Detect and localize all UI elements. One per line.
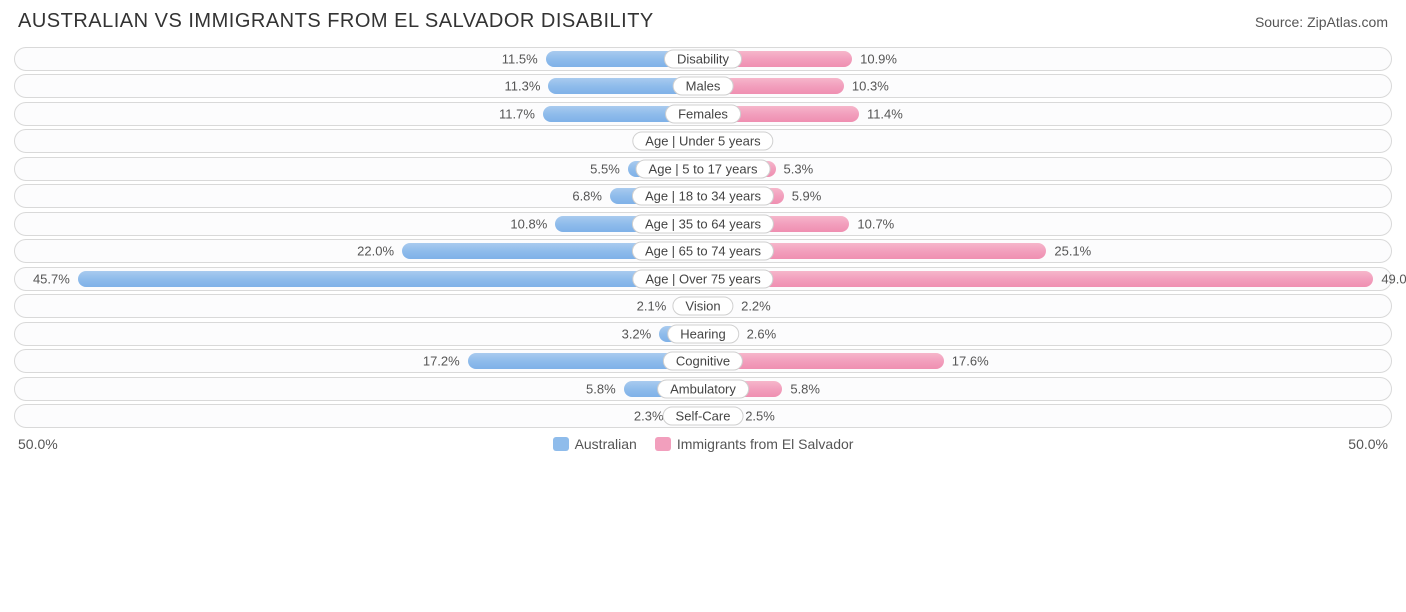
value-label-right: 49.0% <box>1381 271 1406 286</box>
chart-title: AUSTRALIAN VS IMMIGRANTS FROM EL SALVADO… <box>18 10 654 33</box>
category-pill: Disability <box>664 49 742 68</box>
legend-label-left: Australian <box>575 436 637 452</box>
chart-row: 11.5% 10.9% Disability <box>14 47 1392 71</box>
value-label-right: 10.3% <box>852 79 889 94</box>
axis-left-label: 50.0% <box>18 436 58 452</box>
category-pill: Self-Care <box>663 407 744 426</box>
value-label-right: 5.8% <box>790 381 820 396</box>
value-label-left: 2.3% <box>634 409 664 424</box>
category-pill: Vision <box>672 297 733 316</box>
legend-item-right: Immigrants from El Salvador <box>655 436 854 452</box>
value-label-left: 11.3% <box>505 79 541 94</box>
category-pill: Age | Under 5 years <box>632 132 773 151</box>
category-pill: Age | 65 to 74 years <box>632 242 774 261</box>
chart-row: 10.8% 10.7% Age | 35 to 64 years <box>14 212 1392 236</box>
category-pill: Males <box>673 77 734 96</box>
category-pill: Age | Over 75 years <box>632 269 773 288</box>
value-label-right: 10.9% <box>860 51 897 66</box>
chart-row: 22.0% 25.1% Age | 65 to 74 years <box>14 239 1392 263</box>
category-pill: Age | 5 to 17 years <box>636 159 771 178</box>
value-label-right: 10.7% <box>857 216 894 231</box>
value-label-right: 17.6% <box>952 354 989 369</box>
value-label-left: 45.7% <box>33 271 70 286</box>
category-pill: Females <box>665 104 741 123</box>
legend: Australian Immigrants from El Salvador <box>58 436 1349 452</box>
chart-source: Source: ZipAtlas.com <box>1255 14 1388 30</box>
chart-row: 17.2% 17.6% Cognitive <box>14 349 1392 373</box>
chart-row: 5.5% 5.3% Age | 5 to 17 years <box>14 157 1392 181</box>
value-label-left: 11.5% <box>502 51 538 66</box>
value-label-right: 2.5% <box>745 409 775 424</box>
bar-right <box>703 271 1373 287</box>
legend-swatch-left <box>553 437 569 451</box>
legend-label-right: Immigrants from El Salvador <box>677 436 854 452</box>
chart-row: 2.1% 2.2% Vision <box>14 294 1392 318</box>
value-label-right: 25.1% <box>1054 244 1091 259</box>
value-label-left: 2.1% <box>637 299 667 314</box>
value-label-left: 22.0% <box>357 244 394 259</box>
chart-row: 6.8% 5.9% Age | 18 to 34 years <box>14 184 1392 208</box>
value-label-right: 5.9% <box>792 189 822 204</box>
chart-row: 5.8% 5.8% Ambulatory <box>14 377 1392 401</box>
chart-footer: 50.0% Australian Immigrants from El Salv… <box>0 432 1406 460</box>
chart-row: 11.7% 11.4% Females <box>14 102 1392 126</box>
value-label-right: 5.3% <box>784 161 814 176</box>
legend-item-left: Australian <box>553 436 637 452</box>
value-label-left: 3.2% <box>622 326 652 341</box>
chart-area: 11.5% 10.9% Disability 11.3% 10.3% Males 11.7%… <box>0 39 1406 428</box>
chart-row: 3.2% 2.6% Hearing <box>14 322 1392 346</box>
value-label-left: 17.2% <box>423 354 460 369</box>
value-label-left: 5.5% <box>590 161 620 176</box>
legend-swatch-right <box>655 437 671 451</box>
axis-right-label: 50.0% <box>1348 436 1388 452</box>
value-label-right: 2.2% <box>741 299 771 314</box>
chart-header: AUSTRALIAN VS IMMIGRANTS FROM EL SALVADO… <box>0 0 1406 39</box>
bar-left <box>78 271 703 287</box>
value-label-left: 11.7% <box>499 106 535 121</box>
category-pill: Age | 18 to 34 years <box>632 187 774 206</box>
value-label-left: 5.8% <box>586 381 616 396</box>
category-pill: Ambulatory <box>657 379 749 398</box>
category-pill: Hearing <box>667 324 739 343</box>
category-pill: Age | 35 to 64 years <box>632 214 774 233</box>
value-label-right: 11.4% <box>867 106 903 121</box>
category-pill: Cognitive <box>663 352 743 371</box>
chart-row: 11.3% 10.3% Males <box>14 74 1392 98</box>
chart-row: 2.3% 2.5%Self-Care <box>14 404 1392 428</box>
value-label-right: 2.6% <box>747 326 777 341</box>
value-label-left: 6.8% <box>572 189 602 204</box>
value-label-left: 10.8% <box>510 216 547 231</box>
chart-row: 1.4%1.1%Age | Under 5 years <box>14 129 1392 153</box>
chart-row: 45.7%49.0%Age | Over 75 years <box>14 267 1392 291</box>
